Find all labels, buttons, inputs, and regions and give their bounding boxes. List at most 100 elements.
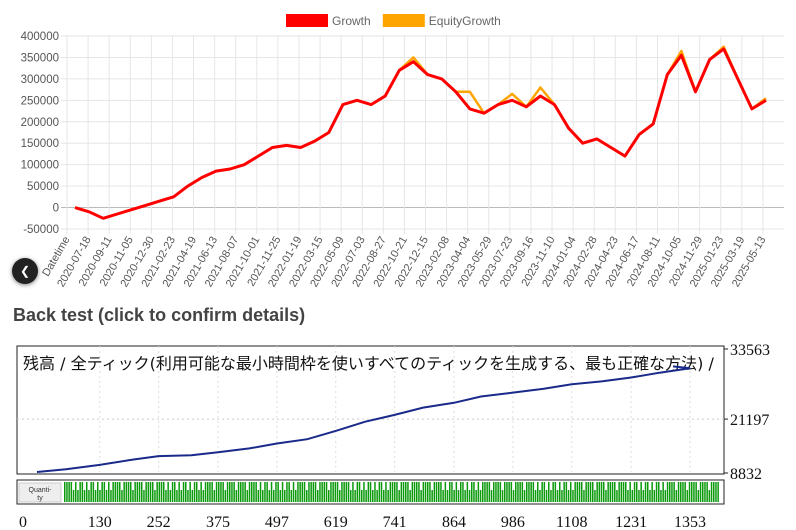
quantity-label: ty <box>37 495 43 502</box>
quantity-bar <box>163 482 165 502</box>
quantity-bar <box>77 490 79 502</box>
quantity-bar <box>642 490 645 502</box>
quantity-bar <box>207 482 209 502</box>
quantity-bar <box>609 482 612 502</box>
quantity-bar <box>550 490 552 502</box>
quantity-bar <box>506 482 508 502</box>
y-tick-label: 21197 <box>730 412 769 429</box>
quantity-bar <box>332 482 334 502</box>
quantity-bar <box>273 490 275 502</box>
quantity-bar <box>215 482 218 502</box>
quantity-bar <box>433 482 436 502</box>
quantity-bar <box>438 482 440 502</box>
quantity-bar <box>578 482 581 502</box>
quantity-bar <box>94 490 97 502</box>
quantity-bar <box>572 490 574 502</box>
quantity-bar <box>240 482 242 502</box>
quantity-bar <box>281 482 284 502</box>
section-title[interactable]: Back test (click to confirm details) <box>13 305 306 325</box>
x-tick-label: 1231 <box>615 514 647 530</box>
quantity-bar <box>504 482 506 502</box>
quantity-bar <box>420 490 422 502</box>
backtest-title: 残高 / 全ティック(利用可能な最小時間枠を使いすべてのティックを生成する、最も… <box>23 354 714 373</box>
series-line-growth <box>74 47 767 220</box>
quantity-bar <box>589 482 592 502</box>
y-tick-label: 150000 <box>21 138 59 150</box>
quantity-bar <box>209 482 211 502</box>
quantity-bar <box>713 482 715 502</box>
quantity-bar <box>647 482 649 502</box>
quantity-bar <box>182 482 185 502</box>
quantity-bar <box>288 482 290 502</box>
quantity-bar <box>125 482 128 502</box>
quantity-bar <box>468 490 471 502</box>
quantity-bar <box>367 482 370 502</box>
quantity-bar <box>341 482 343 502</box>
quantity-bar <box>290 490 293 502</box>
quantity-bar <box>86 482 88 502</box>
quantity-bar <box>424 482 427 502</box>
y-tick-label: 200000 <box>21 117 59 129</box>
y-tick-label: 350000 <box>21 52 59 64</box>
quantity-bar <box>169 490 172 502</box>
quantity-bar <box>365 490 367 502</box>
quantity-bar <box>688 482 691 502</box>
quantity-bar <box>429 482 431 502</box>
quantity-bar <box>515 482 517 502</box>
x-tick-label: 375 <box>206 514 230 530</box>
quantity-bar <box>266 482 268 502</box>
quantity-bar <box>556 490 559 502</box>
quantity-bar <box>147 482 150 502</box>
quantity-bar <box>389 482 392 502</box>
previous-button[interactable]: ❮ <box>12 258 38 284</box>
quantity-bar <box>695 482 697 502</box>
quantity-bar <box>345 482 348 502</box>
quantity-bar <box>561 490 563 502</box>
quantity-bar <box>616 490 618 502</box>
quantity-bar <box>242 482 244 502</box>
quantity-bar <box>402 482 405 502</box>
quantity-bar <box>218 482 220 502</box>
quantity-bar <box>565 482 568 502</box>
quantity-bar <box>66 482 68 502</box>
quantity-bar <box>83 490 86 502</box>
quantity-bar <box>497 482 499 502</box>
quantity-bar <box>625 482 627 502</box>
quantity-bar <box>552 482 554 502</box>
quantity-bar <box>545 490 548 502</box>
y-tick-label: 50000 <box>27 181 59 193</box>
quantity-bar <box>70 482 73 502</box>
quantity-bar <box>554 482 557 502</box>
quantity-bar <box>427 482 429 502</box>
quantity-bar <box>299 482 301 502</box>
quantity-bar <box>325 482 328 502</box>
y-tick-label: 250000 <box>21 95 59 107</box>
quantity-bar <box>704 482 706 502</box>
quantity-bar <box>620 482 623 502</box>
quantity-bar <box>264 482 266 502</box>
quantity-bar <box>510 482 513 502</box>
quantity-bar <box>682 482 684 502</box>
quantity-bar <box>666 482 669 502</box>
quantity-bar <box>387 490 389 502</box>
quantity-bar <box>347 482 350 502</box>
quantity-bar <box>237 482 240 502</box>
quantity-bar <box>702 482 704 502</box>
quantity-bar <box>330 482 332 502</box>
quantity-bar <box>255 482 257 502</box>
y-tick-label: 100000 <box>21 160 59 172</box>
quantity-bar <box>664 490 667 502</box>
quantity-bar <box>411 482 414 502</box>
quantity-bar <box>286 482 288 502</box>
quantity-bar <box>715 482 717 502</box>
quantity-bar <box>64 482 66 502</box>
backtest-chart[interactable]: 残高 / 全ティック(利用可能な最小時間枠を使いすべてのティックを生成する、最も… <box>0 338 796 530</box>
quantity-bar <box>244 482 246 502</box>
quantity-bar <box>594 490 596 502</box>
quantity-bar <box>416 482 418 502</box>
legend-label-1: EquityGrowth <box>429 14 501 28</box>
quantity-bar <box>233 482 235 502</box>
quantity-bar <box>235 490 238 502</box>
quantity-bar <box>79 482 81 502</box>
quantity-bar <box>587 482 590 502</box>
